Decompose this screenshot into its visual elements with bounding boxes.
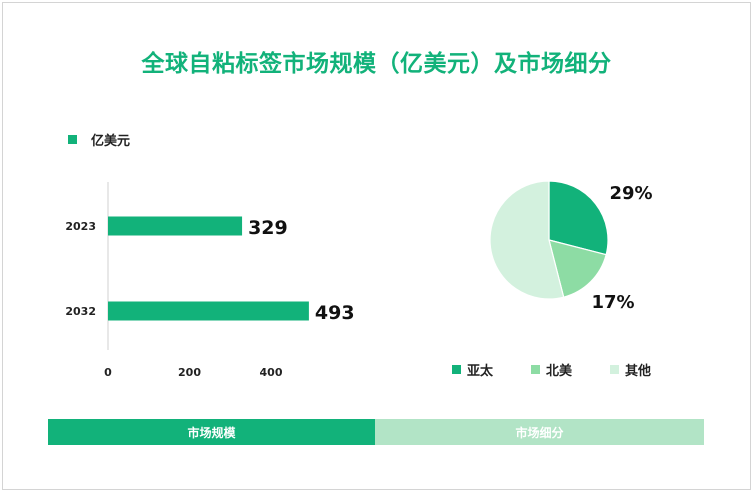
bar-value-label-2023: 329 — [248, 217, 288, 239]
pie-legend-label-others: 其他 — [625, 364, 652, 379]
bar-value-label-2032: 493 — [315, 302, 355, 324]
bar-2023 — [108, 216, 243, 236]
pie-legend-label-asia-pacific: 亚太 — [467, 364, 494, 379]
pie-legend-item-others: 其他 — [610, 360, 651, 379]
bar-legend-label: 亿美元 — [91, 134, 131, 149]
chart-title: 全球自粘标签市场规模（亿美元）及市场细分 — [141, 51, 612, 77]
pie-legend-swatch-others — [610, 365, 620, 374]
bar-x-tick-400: 400 — [260, 366, 283, 379]
section-tabs: 市场规模 市场细分 — [48, 419, 704, 445]
pie-slice-label-asia-pacific: 29% — [609, 183, 652, 204]
bar-category-label-2023: 2023 — [65, 220, 96, 233]
pie-slice-others — [489, 180, 565, 300]
bar-2032 — [108, 301, 309, 321]
pie-legend-label-north-america: 北美 — [546, 364, 573, 379]
bar-x-tick-0: 0 — [104, 366, 112, 379]
pie-legend-swatch-north-america — [531, 365, 541, 374]
pie-legend-item-north-america: 北美 — [531, 360, 572, 379]
bar-legend-swatch — [68, 135, 77, 144]
pie-legend-swatch-asia-pacific — [452, 365, 461, 374]
tab-segmentation[interactable]: 市场细分 — [375, 419, 704, 445]
pie-slice-north-america — [548, 239, 607, 298]
bar-legend: 亿美元 — [68, 130, 130, 149]
pie-legend-item-asia-pacific: 亚太 — [452, 360, 493, 379]
bar-category-label-2032: 2032 — [65, 305, 96, 318]
tab-market-size[interactable]: 市场规模 — [48, 419, 375, 445]
pie-slice-label-north-america: 17% — [591, 292, 634, 313]
pie-legend: 亚太 北美 其他 — [452, 360, 689, 379]
pie-slice-asia-pacific — [548, 180, 609, 256]
bar-x-tick-200: 200 — [178, 366, 201, 379]
